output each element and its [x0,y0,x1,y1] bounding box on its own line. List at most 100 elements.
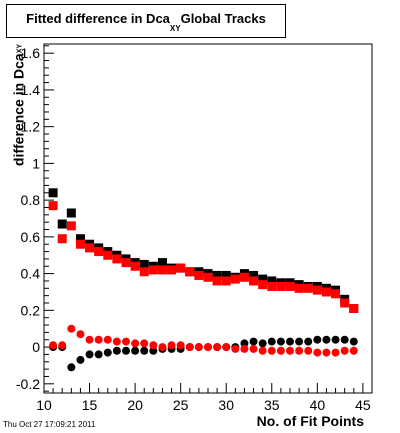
data-point-circle [295,346,304,355]
data-point-square [221,270,231,280]
series-3 [49,324,358,357]
x-tick-label: 15 [82,397,98,413]
data-point-circle [112,337,121,346]
data-point-circle [149,341,158,350]
data-point-circle [267,346,276,355]
data-point-square [276,281,286,291]
x-tick-label: 10 [36,397,52,413]
y-tick-label: 0 [32,339,40,355]
axis-tick-labels: 10 15 20 25 30 35 40 45 -0.2 0 0.2 0.4 0.6 0.8 1 1.2 1.4… [16,45,371,413]
data-point-circle [131,346,140,355]
x-tick-label: 25 [173,397,189,413]
data-point-circle [176,341,185,350]
data-point-circle [322,348,331,357]
chart-title-text: Fitted difference in Dca [26,11,170,26]
data-point-square [258,280,268,290]
data-point-square [312,285,322,295]
data-point-circle [213,343,222,352]
data-point-square [249,270,259,280]
data-point-circle [185,343,194,352]
data-point-circle [304,346,313,355]
data-point-square [57,234,67,244]
data-point-square [121,258,131,268]
data-point-circle [349,346,358,355]
data-point-circle [167,341,176,350]
data-point-square [321,287,331,297]
data-point-square [103,250,113,260]
data-point-square [167,265,177,275]
chart-title: Fitted difference in DcaXYGlobal Tracks [6,4,286,38]
data-point-square [112,254,122,264]
x-axis-label: No. of Fit Points [256,413,364,429]
data-point-circle [67,363,76,372]
y-axis-label: difference in DcaXY [8,20,27,190]
data-point-circle [58,341,67,350]
data-point-square [258,274,268,284]
y-tick-label: 0.6 [21,229,41,245]
data-point-square [285,281,295,291]
data-point-circle [313,335,322,344]
data-point-circle [76,330,85,339]
data-point-circle [286,346,294,355]
data-point-square [249,276,259,286]
data-point-square [267,281,277,291]
data-point-circle [204,343,212,352]
x-tick-label: 20 [127,397,143,413]
data-point-circle [122,337,130,346]
data-point-square [239,272,249,282]
data-point-circle [340,335,349,344]
data-point-circle [240,339,249,348]
data-point-circle [149,346,158,355]
data-point-square [212,270,222,280]
y-tick-label: 1.2 [21,119,41,135]
data-point-circle [231,344,240,353]
axis-ticks [43,45,373,393]
data-point-circle [94,335,103,344]
data-point-square [349,304,359,314]
data-point-square [157,265,167,275]
series-1 [48,201,359,314]
data-point-square [148,265,158,275]
data-point-square [66,208,76,218]
data-point-circle [295,337,304,346]
y-tick-label: 0.2 [21,302,41,318]
data-point-circle [267,337,276,346]
y-tick-label: 1.6 [21,45,41,61]
data-point-square [185,267,195,277]
data-point-square [130,261,140,271]
data-point-circle [313,348,322,357]
data-point-square [48,188,58,198]
x-tick-label: 35 [264,397,280,413]
data-point-square [267,276,277,286]
y-axis-label-text: difference in Dca [10,53,27,167]
data-point-square [221,276,231,286]
x-tick-label: 45 [355,397,371,413]
data-point-square [75,239,85,249]
data-point-circle [76,355,85,364]
y-axis-label-subscript: XY [16,43,24,54]
data-point-square [66,221,76,231]
data-point-circle [67,324,76,333]
data-point-square [331,289,341,299]
data-point-circle [258,346,267,355]
data-point-square [48,201,58,211]
data-point-square [139,259,149,269]
y-tick-label: 1 [32,155,40,171]
y-tick-label: 0.8 [21,192,41,208]
data-point-circle [158,343,167,352]
chart-title-suffix: Global Tracks [180,11,266,26]
data-point-circle [94,350,103,359]
data-point-square [212,276,222,286]
data-point-square [303,283,313,293]
data-point-circle [112,346,121,355]
data-point-circle [222,343,231,352]
data-point-square [176,263,186,273]
data-point-circle [240,344,249,353]
data-point-circle [140,346,149,355]
data-point-circle [258,339,267,348]
data-point-circle [122,346,130,355]
data-point-circle [304,337,313,346]
data-marks [48,188,359,372]
data-point-square [85,243,95,253]
